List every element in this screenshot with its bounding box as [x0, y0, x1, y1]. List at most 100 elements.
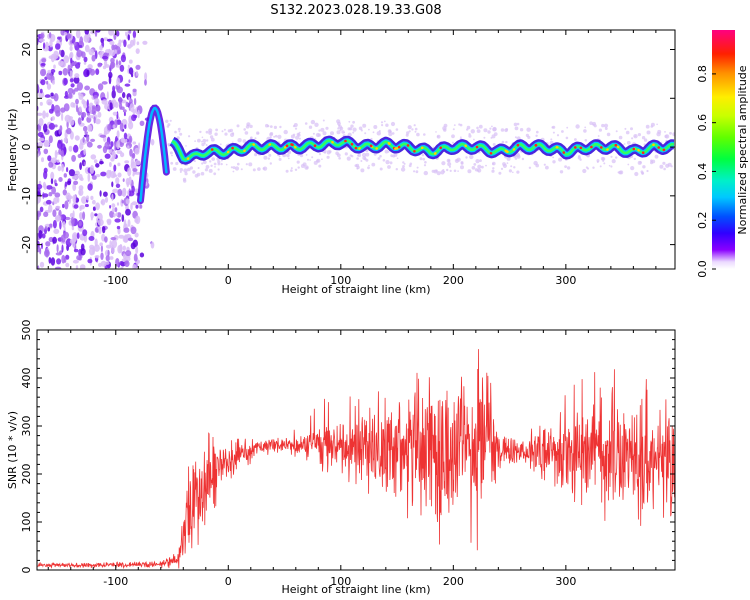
noise-blob — [109, 102, 113, 111]
noise-blob — [72, 183, 77, 192]
noise-blob — [78, 106, 82, 112]
ridge-halo — [178, 130, 181, 133]
ridge-halo — [373, 152, 377, 156]
noise-blob — [55, 205, 61, 209]
ridge-halo — [169, 151, 173, 155]
noise-blob — [106, 91, 109, 100]
noise-blob — [121, 200, 124, 204]
ridge-halo — [435, 131, 437, 133]
ridge-halo — [221, 159, 223, 162]
ridge-hotspot — [504, 149, 508, 153]
noise-blob — [134, 147, 140, 155]
noise-blob — [116, 130, 120, 139]
noise-blob — [39, 88, 43, 94]
noise-blob — [39, 206, 44, 213]
ridge-halo — [556, 134, 560, 137]
ridge-halo — [564, 165, 567, 169]
ridge-halo — [205, 165, 210, 169]
ridge-halo — [273, 135, 276, 138]
noise-blob — [102, 226, 106, 234]
noise-blob — [127, 145, 130, 150]
ridge-hotspot — [641, 151, 645, 154]
noise-blob — [113, 213, 116, 218]
noise-blob — [61, 149, 64, 157]
noise-blob — [112, 124, 116, 129]
ridge-halo — [545, 165, 549, 170]
ridge-halo — [584, 139, 588, 142]
ridge-halo — [618, 135, 623, 140]
x-tick-label: -100 — [103, 274, 128, 287]
ridge-halo — [356, 165, 360, 170]
ridge-halo — [305, 154, 308, 156]
noise-blob — [97, 83, 104, 91]
ridge-halo — [492, 126, 497, 132]
noise-blob — [111, 203, 116, 208]
noise-blob — [73, 204, 79, 209]
noise-blob — [38, 230, 43, 239]
ridge-halo — [213, 172, 217, 176]
ridge-halo — [352, 127, 357, 132]
x-tick-label: 0 — [225, 274, 232, 287]
noise-blob — [99, 190, 102, 197]
ridge-hotspot — [358, 147, 361, 150]
ridge-halo — [362, 123, 367, 128]
noise-blob — [93, 159, 98, 164]
noise-blob — [116, 140, 120, 150]
noise-blob — [65, 254, 70, 260]
ridge-halo — [242, 139, 247, 144]
ridge-halo — [328, 150, 332, 154]
noise-blob — [111, 181, 114, 188]
ridge-hotspot — [516, 143, 520, 147]
ridge-halo — [645, 124, 650, 129]
noise-blob — [129, 148, 133, 157]
ridge-halo — [442, 169, 445, 172]
ridge-halo — [506, 162, 509, 165]
ridge-halo — [183, 168, 188, 173]
ridge-halo — [364, 132, 367, 135]
ridge-halo — [654, 154, 659, 159]
noise-blob — [109, 256, 114, 260]
noise-blob — [57, 140, 63, 149]
noise-blob — [99, 161, 104, 165]
noise-blob — [91, 175, 97, 180]
ridge-halo — [325, 126, 329, 130]
noise-blob — [135, 204, 139, 209]
ridge-halo — [441, 161, 446, 166]
ridge-halo — [627, 163, 630, 166]
noise-blob — [84, 44, 90, 53]
noise-blob — [111, 89, 116, 99]
ridge-hotspot — [387, 142, 391, 145]
ridge-halo — [460, 161, 464, 164]
noise-blob — [100, 252, 104, 260]
noise-blob — [116, 150, 123, 155]
ridge-halo — [179, 168, 183, 172]
noise-blob — [89, 165, 95, 174]
ridge-hotspot — [375, 147, 379, 150]
noise-blob — [54, 192, 61, 198]
colorbar-tick-label: 0.4 — [696, 163, 709, 181]
ridge-halo — [295, 135, 300, 140]
ridge-halo — [192, 170, 196, 174]
ridge-halo — [448, 165, 451, 168]
ridge-halo — [516, 122, 520, 126]
noise-blob — [125, 250, 132, 257]
ridge-halo — [221, 130, 224, 133]
noise-blob — [54, 183, 58, 187]
noise-blob — [103, 37, 109, 41]
noise-blob — [48, 31, 52, 39]
noise-blob — [49, 223, 53, 228]
ridge-hotspot — [637, 149, 640, 152]
noise-blob — [63, 226, 66, 231]
ridge-hotspot — [294, 145, 297, 149]
noise-blob — [128, 59, 133, 64]
ridge-halo — [672, 132, 675, 137]
ridge-halo — [361, 152, 367, 158]
y-tick-label: 20 — [20, 43, 33, 57]
noise-blob — [52, 219, 57, 229]
ridge-halo — [604, 127, 608, 130]
ridge-halo — [309, 159, 311, 161]
ridge-halo — [240, 168, 243, 171]
ridge-halo — [643, 138, 648, 142]
ridge-hotspot — [579, 146, 583, 150]
noise-blob — [110, 49, 116, 57]
